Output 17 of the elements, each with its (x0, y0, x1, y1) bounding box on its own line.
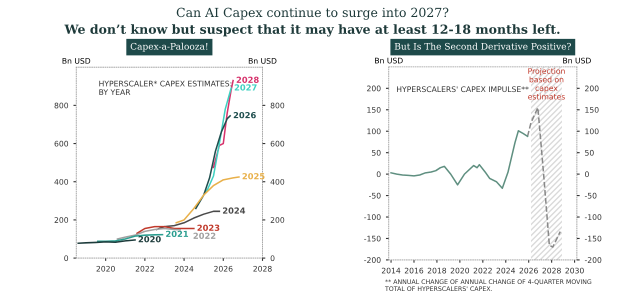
line-series (97, 234, 164, 242)
series-label: 2022 (194, 232, 216, 239)
series-label: 2026 (234, 112, 256, 118)
chart-title: Capex-a-Palooza! (130, 42, 208, 52)
series-label: 2023 (197, 224, 220, 231)
series-label: 2021 (166, 230, 188, 238)
chart-title: But Is The Second Derivative Positive? (394, 42, 571, 50)
series-label: 2028 (236, 76, 259, 83)
line-series (526, 106, 562, 248)
series-label: 2020 (138, 236, 161, 242)
series-label: 2024 (222, 207, 246, 214)
text: We don’t know but suspect that it may have at least 12-18 months left. (64, 24, 560, 37)
series-label: 2025 (242, 173, 265, 180)
series-label: 2027 (234, 84, 257, 91)
line-series (390, 130, 528, 190)
line-series (156, 210, 220, 230)
text: Can AI Capex continue to surge into 2027? (176, 8, 448, 20)
